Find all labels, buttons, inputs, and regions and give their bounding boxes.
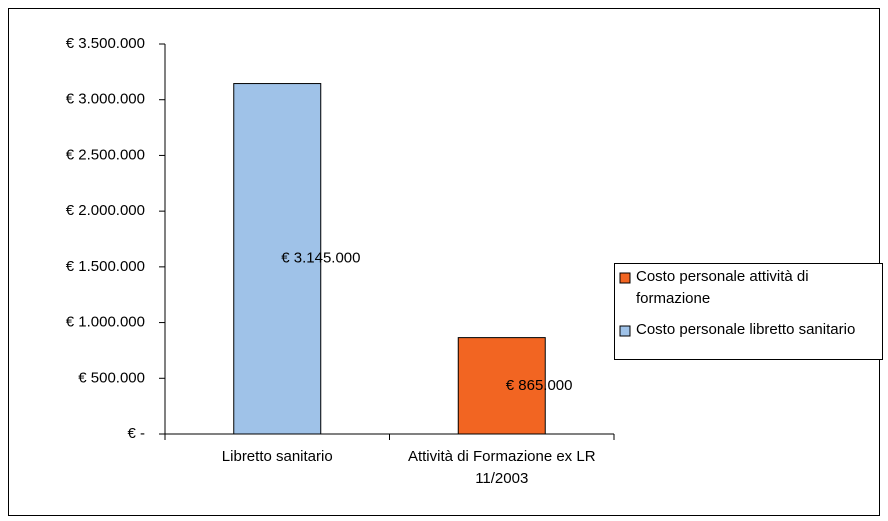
data-label: € 3.145.000 <box>281 250 360 267</box>
y-tick-label: € - <box>127 425 145 442</box>
legend-label: Costo personale attività di formazione <box>636 268 809 307</box>
y-tick-label: € 2.000.000 <box>66 202 145 219</box>
legend-swatch <box>619 272 631 284</box>
x-tick-label: Attività di Formazione ex LR 11/2003 <box>407 448 596 487</box>
data-label: € 865.000 <box>506 377 573 394</box>
y-tick-label: € 500.000 <box>78 369 145 386</box>
y-tick-label: € 2.500.000 <box>66 146 145 163</box>
legend-swatch <box>619 325 631 337</box>
bar <box>233 83 322 435</box>
x-tick-label: Libretto sanitario <box>221 448 333 465</box>
chart-border <box>8 8 880 516</box>
y-tick-label: € 1.000.000 <box>66 314 145 331</box>
y-tick-label: € 1.500.000 <box>66 258 145 275</box>
bar <box>457 337 546 435</box>
legend-box <box>614 263 883 360</box>
y-tick-label: € 3.000.000 <box>66 91 145 108</box>
legend-label: Costo personale libretto sanitario <box>636 321 856 338</box>
y-tick-label: € 3.500.000 <box>66 35 145 52</box>
